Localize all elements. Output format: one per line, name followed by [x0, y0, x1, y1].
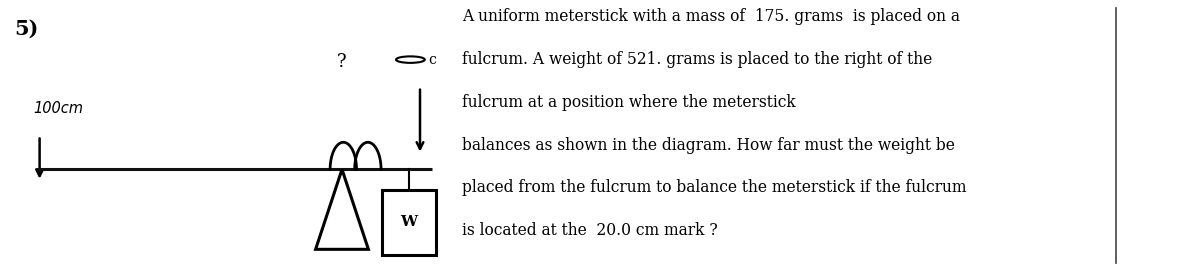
- Text: fulcrum. A weight of 521. grams is placed to the right of the: fulcrum. A weight of 521. grams is place…: [462, 51, 932, 68]
- Bar: [382, 190, 436, 255]
- Text: 100cm: 100cm: [34, 101, 84, 116]
- Text: 5): 5): [14, 19, 38, 39]
- Text: placed from the fulcrum to balance the meterstick if the fulcrum: placed from the fulcrum to balance the m…: [462, 179, 966, 196]
- Text: A uniform meterstick with a mass of  175. grams  is placed on a: A uniform meterstick with a mass of 175.…: [462, 8, 960, 25]
- Text: fulcrum at a position where the meterstick: fulcrum at a position where the metersti…: [462, 94, 796, 111]
- Text: balances as shown in the diagram. How far must the weight be: balances as shown in the diagram. How fa…: [462, 137, 955, 154]
- Text: is located at the  20.0 cm mark ?: is located at the 20.0 cm mark ?: [462, 222, 718, 239]
- Text: c: c: [428, 53, 437, 67]
- Text: ?: ?: [337, 53, 347, 71]
- Text: W: W: [400, 215, 418, 229]
